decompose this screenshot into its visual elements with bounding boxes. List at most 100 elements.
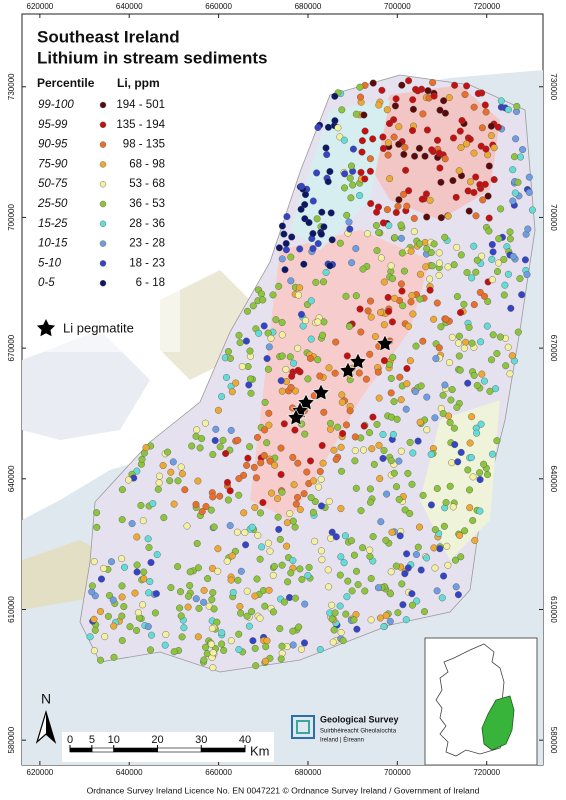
sample-point [277, 377, 285, 385]
sample-point [477, 420, 485, 428]
sample-point [406, 510, 414, 518]
sample-point [394, 202, 402, 210]
sample-point [446, 482, 454, 490]
sample-point [218, 629, 226, 637]
sample-point [320, 408, 328, 416]
sample-point [387, 590, 395, 598]
sample-point [391, 234, 399, 242]
sample-point [332, 456, 340, 464]
scale-label: 10 [108, 734, 120, 746]
sample-point [509, 197, 517, 205]
sample-point [386, 119, 394, 127]
sample-point [341, 170, 349, 178]
sample-point [91, 626, 99, 634]
sample-point [200, 586, 208, 594]
sample-point [283, 213, 291, 221]
sample-point [224, 496, 232, 504]
sample-point [318, 502, 326, 510]
sample-point [288, 233, 296, 241]
sample-point [159, 462, 167, 470]
sample-point [236, 339, 244, 347]
sample-point [438, 594, 446, 602]
sample-point [418, 195, 426, 203]
sample-point [357, 507, 365, 515]
sample-point [403, 202, 411, 210]
sample-point [246, 375, 254, 383]
y-tick-label: 640000 [549, 465, 558, 492]
scale-label: 30 [195, 734, 207, 746]
sample-point [90, 647, 98, 655]
sample-point [460, 300, 468, 308]
sample-point [269, 608, 277, 616]
sample-point [277, 444, 285, 452]
sample-point [398, 249, 406, 257]
sample-point [229, 588, 237, 596]
legend-percentile: 50-75 [38, 178, 68, 190]
sample-point [180, 624, 188, 632]
sample-point [504, 343, 512, 351]
sample-point [382, 612, 390, 620]
sample-point [476, 181, 484, 189]
sample-point [436, 545, 444, 553]
sample-point [366, 552, 374, 560]
sample-point [401, 506, 409, 514]
sample-point [118, 612, 126, 620]
sample-point [450, 424, 458, 432]
sample-point [359, 544, 367, 552]
sample-point [437, 323, 445, 331]
sample-point [433, 587, 441, 595]
x-tick-label: 700000 [384, 2, 411, 11]
sample-point [339, 430, 347, 438]
sample-point [439, 391, 447, 399]
sample-point [484, 192, 492, 200]
y-tick-label: 730000 [7, 73, 16, 100]
x-tick-label: 660000 [205, 2, 232, 11]
sample-point [525, 188, 533, 196]
x-tick-label: 680000 [295, 2, 322, 11]
sample-point [280, 230, 288, 238]
sample-point [374, 584, 382, 592]
legend-swatch [99, 220, 107, 228]
sample-point [244, 454, 252, 462]
sample-point [470, 149, 478, 157]
sample-point [445, 94, 453, 102]
sample-point [384, 151, 392, 159]
sample-point [294, 459, 302, 467]
sample-point [464, 466, 472, 474]
sample-point [344, 577, 352, 585]
sample-point [289, 627, 297, 635]
sample-point [469, 517, 477, 525]
sample-point [379, 219, 387, 227]
sample-point [430, 92, 438, 100]
sample-point [489, 450, 497, 458]
sample-point [408, 480, 416, 488]
sample-point [367, 297, 375, 305]
sample-point [444, 561, 452, 569]
sample-point [249, 637, 257, 645]
sample-point [465, 323, 473, 331]
sample-point [325, 583, 333, 591]
sample-point [133, 568, 141, 576]
sample-point [348, 162, 356, 170]
sample-point [198, 508, 206, 516]
sample-point [403, 380, 411, 388]
sample-point [357, 168, 365, 176]
sample-point [281, 266, 289, 274]
sample-point [414, 437, 422, 445]
sample-point [430, 315, 438, 323]
sample-point [353, 567, 361, 575]
sample-point [426, 196, 434, 204]
sample-point [508, 352, 516, 360]
sample-point [316, 372, 324, 380]
sample-point [118, 516, 126, 524]
sample-point [331, 92, 339, 100]
sample-point [327, 425, 335, 433]
sample-point [176, 588, 184, 596]
legend-header: Percentile [37, 76, 95, 90]
sample-point [296, 284, 304, 292]
sample-point [466, 135, 474, 143]
sample-point [437, 178, 445, 186]
sample-points [86, 77, 536, 672]
sample-point [360, 446, 368, 454]
sample-point [366, 155, 374, 163]
